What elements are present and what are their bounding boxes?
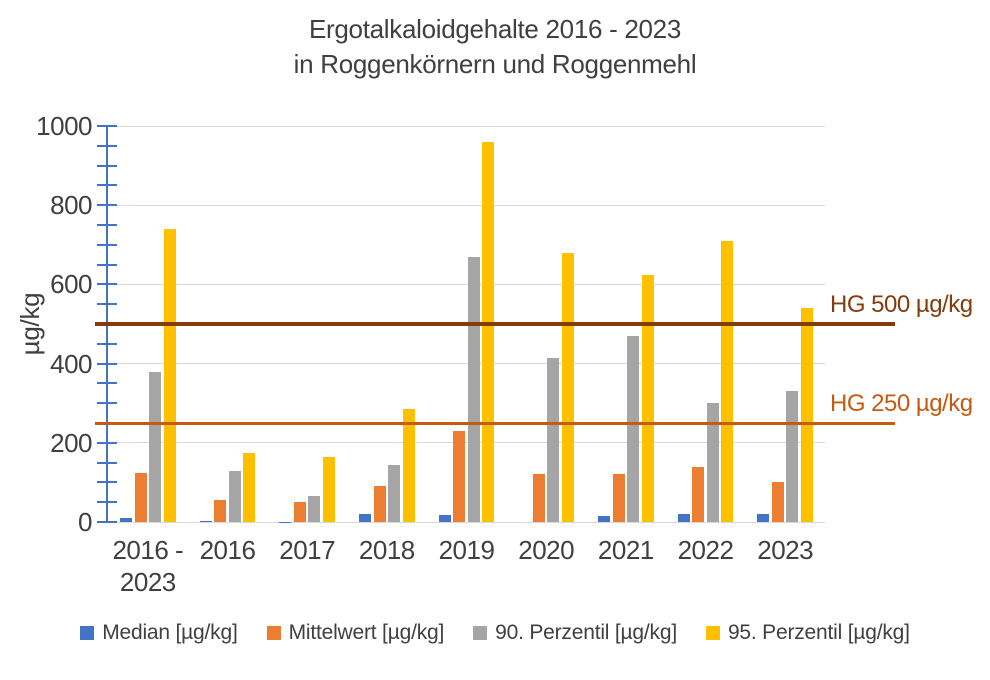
y-axis-tick bbox=[97, 342, 117, 345]
bar-series-1-cat-8 bbox=[771, 482, 784, 522]
y-tick-label: 1000 bbox=[36, 111, 92, 141]
y-axis-tick bbox=[97, 283, 117, 286]
bar-series-2-cat-0 bbox=[149, 371, 162, 522]
bar-series-0-cat-0 bbox=[120, 518, 133, 522]
bar-series-3-cat-1 bbox=[243, 452, 256, 522]
bar-series-2-cat-5 bbox=[547, 357, 560, 522]
legend-item-3: 95. Perzentil [µg/kg] bbox=[705, 621, 910, 645]
gridline bbox=[108, 204, 825, 206]
bar-series-3-cat-6 bbox=[641, 274, 654, 522]
chart-title-line2: in Roggenkörnern und Roggenmehl bbox=[293, 49, 697, 79]
legend-label: 95. Perzentil [µg/kg] bbox=[727, 621, 910, 644]
gridline bbox=[108, 125, 825, 127]
x-tick-label: 2016 bbox=[199, 535, 256, 565]
x-tick-label: 2023 bbox=[757, 535, 814, 565]
y-tick-label: 600 bbox=[50, 269, 92, 300]
bar-series-3-cat-0 bbox=[163, 228, 176, 522]
bar-series-3-cat-5 bbox=[561, 252, 574, 522]
y-tick-label: 800 bbox=[50, 190, 92, 221]
bar-series-2-cat-6 bbox=[627, 335, 640, 522]
legend-label: 90. Perzentil [µg/kg] bbox=[495, 621, 677, 644]
y-axis-tick bbox=[97, 461, 117, 464]
bar-series-3-cat-2 bbox=[322, 456, 335, 522]
gridline bbox=[108, 521, 825, 523]
y-axis-tick bbox=[97, 224, 117, 226]
y-axis-tick bbox=[97, 204, 117, 207]
bar-series-1-cat-6 bbox=[612, 474, 625, 522]
reference-line-label: HG 500 µg/kg bbox=[830, 291, 973, 318]
y-axis-tick bbox=[97, 481, 117, 484]
chart-title: Ergotalkaloidgehalte 2016 - 2023 in Rogg… bbox=[0, 12, 990, 82]
chart-title-line1: Ergotalkaloidgehalte 2016 - 2023 bbox=[308, 14, 682, 44]
bar-series-1-cat-0 bbox=[134, 472, 147, 522]
bar-series-0-cat-7 bbox=[677, 514, 690, 522]
legend-swatch-icon bbox=[266, 626, 281, 640]
legend-item-2: 90. Perzentil [µg/kg] bbox=[473, 621, 677, 645]
legend-label: Mittelwert [µg/kg] bbox=[288, 621, 445, 644]
bar-series-2-cat-3 bbox=[388, 464, 401, 522]
y-axis-tick bbox=[97, 521, 117, 523]
bar-series-2-cat-7 bbox=[706, 403, 719, 522]
bar-series-0-cat-1 bbox=[199, 520, 212, 522]
bar-series-3-cat-4 bbox=[482, 141, 495, 522]
bar-series-3-cat-3 bbox=[402, 409, 415, 522]
bar-series-1-cat-5 bbox=[532, 474, 545, 522]
x-tick-label: 2020 bbox=[518, 535, 575, 565]
bar-series-3-cat-8 bbox=[800, 308, 813, 522]
gridline bbox=[108, 442, 825, 444]
bar-series-1-cat-7 bbox=[692, 466, 705, 522]
x-tick-label: 2021 bbox=[597, 535, 654, 565]
bar-series-0-cat-3 bbox=[359, 514, 372, 522]
legend-swatch-icon bbox=[473, 626, 488, 640]
legend-swatch-icon bbox=[705, 626, 720, 640]
gridline bbox=[108, 283, 825, 285]
x-tick-label: 2018 bbox=[358, 535, 415, 565]
legend: Median [µg/kg] Mittelwert [µg/kg] 90. Perz… bbox=[0, 621, 990, 645]
bar-series-0-cat-8 bbox=[757, 514, 770, 522]
bar-series-1-cat-1 bbox=[214, 500, 227, 522]
y-axis-tick bbox=[97, 441, 117, 444]
y-tick-label: 400 bbox=[50, 348, 92, 379]
bar-series-1-cat-2 bbox=[293, 502, 306, 522]
x-tick-label: 2022 bbox=[677, 535, 734, 565]
reference-line bbox=[95, 322, 895, 326]
y-tick-label: 200 bbox=[50, 427, 92, 458]
x-tick-label: 2016 - 2023 bbox=[112, 535, 184, 597]
y-axis-tick bbox=[97, 362, 117, 365]
reference-line-label: HG 250 µg/kg bbox=[830, 390, 973, 417]
y-axis-tick bbox=[97, 243, 117, 246]
legend-item-0: Median [µg/kg] bbox=[80, 621, 238, 645]
bar-series-3-cat-7 bbox=[721, 240, 734, 522]
bar-series-2-cat-1 bbox=[228, 470, 241, 522]
bar-series-1-cat-4 bbox=[453, 430, 466, 522]
x-tick-label: 2019 bbox=[438, 535, 495, 565]
bar-series-0-cat-6 bbox=[598, 516, 611, 522]
legend-swatch-icon bbox=[80, 626, 95, 640]
bar-series-2-cat-4 bbox=[467, 256, 480, 522]
bar-series-0-cat-4 bbox=[438, 514, 451, 522]
bar-series-2-cat-8 bbox=[786, 391, 799, 522]
reference-line bbox=[95, 421, 895, 425]
gridline bbox=[108, 363, 825, 365]
y-axis-tick bbox=[97, 382, 117, 385]
y-axis-tick bbox=[97, 303, 117, 306]
x-tick-label: 2017 bbox=[279, 535, 336, 565]
y-axis-tick bbox=[97, 164, 117, 167]
y-axis-tick bbox=[97, 125, 117, 127]
y-axis-tick bbox=[97, 144, 117, 147]
legend-item-1: Mittelwert [µg/kg] bbox=[266, 621, 445, 645]
bar-series-1-cat-3 bbox=[373, 486, 386, 522]
y-tick-label: 0 bbox=[78, 507, 92, 537]
bar-series-2-cat-2 bbox=[308, 496, 321, 522]
legend-label: Median [µg/kg] bbox=[102, 621, 238, 644]
y-axis-tick bbox=[97, 501, 117, 504]
y-axis-tick bbox=[97, 184, 117, 187]
y-axis-tick bbox=[97, 263, 117, 266]
y-axis-tick bbox=[97, 402, 117, 405]
